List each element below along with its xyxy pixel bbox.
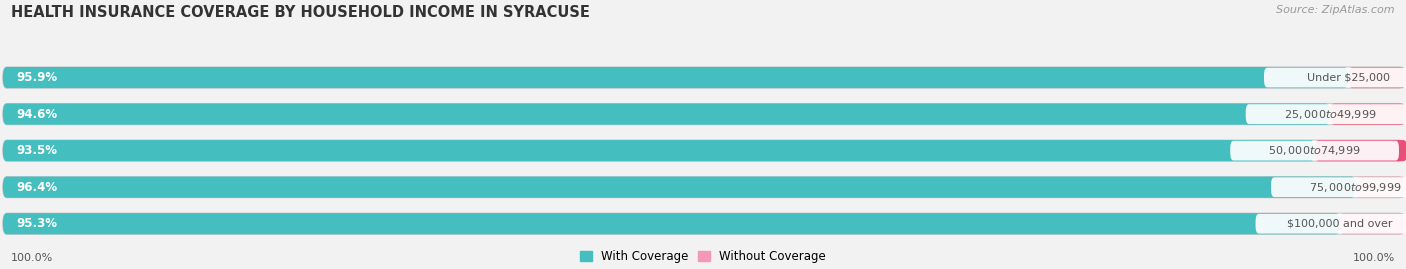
- Text: 100.0%: 100.0%: [1353, 253, 1395, 263]
- FancyBboxPatch shape: [1348, 67, 1406, 88]
- Text: 95.9%: 95.9%: [17, 71, 58, 84]
- FancyBboxPatch shape: [1264, 68, 1406, 87]
- FancyBboxPatch shape: [1271, 177, 1406, 197]
- FancyBboxPatch shape: [3, 104, 1403, 125]
- FancyBboxPatch shape: [3, 67, 1403, 88]
- Text: $50,000 to $74,999: $50,000 to $74,999: [1268, 144, 1361, 157]
- FancyBboxPatch shape: [3, 213, 1340, 234]
- Text: $100,000 and over: $100,000 and over: [1286, 219, 1393, 229]
- FancyBboxPatch shape: [3, 213, 1403, 234]
- FancyBboxPatch shape: [3, 67, 1348, 88]
- FancyBboxPatch shape: [1355, 176, 1406, 198]
- FancyBboxPatch shape: [1330, 104, 1406, 125]
- Text: 95.3%: 95.3%: [17, 217, 58, 230]
- Text: 94.6%: 94.6%: [17, 108, 58, 121]
- FancyBboxPatch shape: [1256, 214, 1406, 233]
- Text: 96.4%: 96.4%: [17, 181, 58, 194]
- Text: 93.5%: 93.5%: [17, 144, 58, 157]
- FancyBboxPatch shape: [3, 140, 1315, 161]
- FancyBboxPatch shape: [1246, 104, 1406, 124]
- Text: $75,000 to $99,999: $75,000 to $99,999: [1309, 181, 1402, 194]
- FancyBboxPatch shape: [3, 104, 1330, 125]
- FancyBboxPatch shape: [3, 140, 1403, 161]
- FancyBboxPatch shape: [3, 176, 1403, 198]
- Text: 100.0%: 100.0%: [11, 253, 53, 263]
- FancyBboxPatch shape: [1315, 140, 1406, 161]
- Text: Source: ZipAtlas.com: Source: ZipAtlas.com: [1277, 5, 1395, 15]
- Text: Under $25,000: Under $25,000: [1306, 73, 1391, 83]
- FancyBboxPatch shape: [1230, 141, 1399, 161]
- Text: $25,000 to $49,999: $25,000 to $49,999: [1284, 108, 1376, 121]
- Text: HEALTH INSURANCE COVERAGE BY HOUSEHOLD INCOME IN SYRACUSE: HEALTH INSURANCE COVERAGE BY HOUSEHOLD I…: [11, 5, 591, 20]
- FancyBboxPatch shape: [1340, 213, 1406, 234]
- Legend: With Coverage, Without Coverage: With Coverage, Without Coverage: [579, 250, 827, 263]
- FancyBboxPatch shape: [3, 176, 1355, 198]
